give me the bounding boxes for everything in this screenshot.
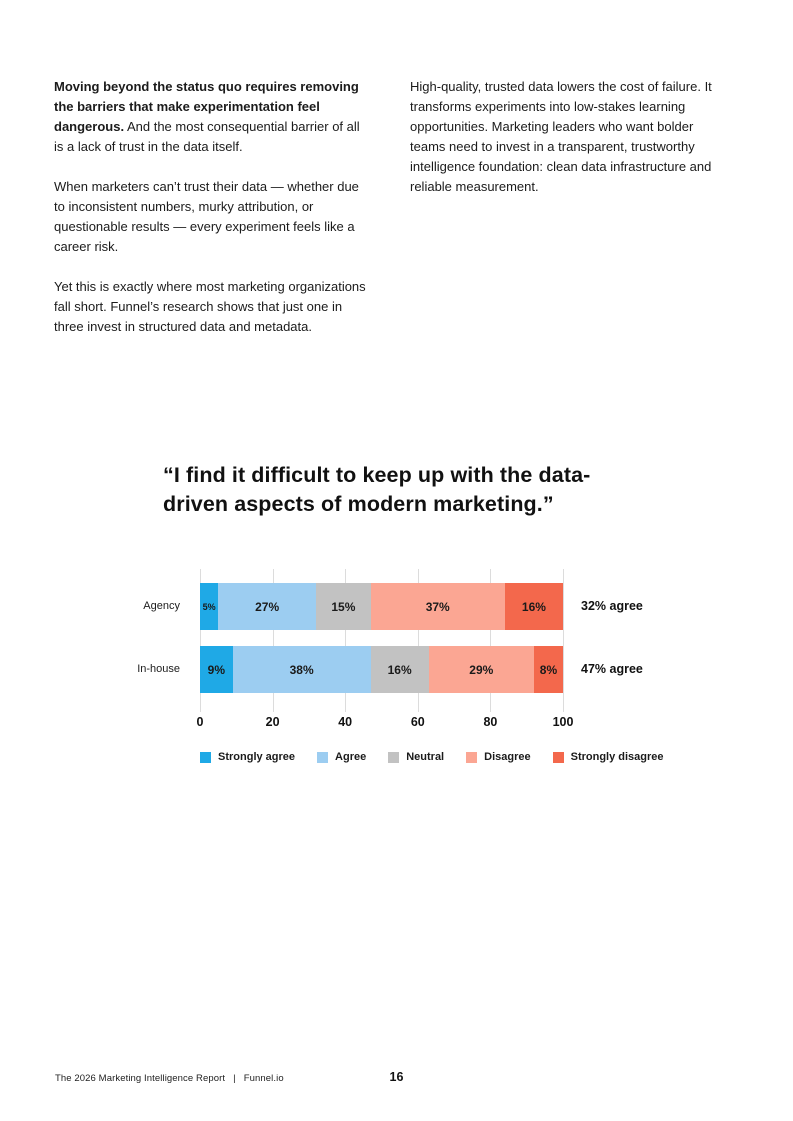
- footer-brand: Funnel.io: [243, 1073, 284, 1084]
- x-axis-tick-label: 40: [338, 715, 353, 729]
- gridline: [345, 569, 347, 712]
- chart-legend: Strongly agree Agree Neutral Disagree Strong…: [200, 751, 664, 763]
- quote-line-1: “I find it difficult to keep up with the…: [163, 463, 591, 487]
- legend-swatch: [388, 751, 400, 763]
- bar-segment: 38%: [232, 646, 371, 693]
- legend-item: Neutral: [388, 751, 444, 763]
- text-column-right: High-quality, trusted data lowers the co…: [410, 77, 722, 197]
- legend-label: Neutral: [406, 751, 445, 763]
- lead-rest-text: And the most consequential barrier of al…: [54, 119, 360, 154]
- bar-segment: 16%: [370, 646, 429, 693]
- footer-report-title: The 2026 Marketing Intelligence Report: [55, 1073, 226, 1084]
- legend-swatch: [317, 751, 329, 763]
- stacked-bar-chart: 0 20 40 60 80 100 Strongly agree Agree Neutral D…: [137, 569, 664, 763]
- bar-segment: 9%: [200, 646, 233, 693]
- x-axis-tick-label: 20: [265, 715, 280, 729]
- bar-segment: 8%: [533, 646, 563, 693]
- legend-swatch: [552, 751, 564, 763]
- legend-label: Strongly agree: [218, 751, 296, 763]
- x-axis-tick-label: 60: [410, 715, 425, 729]
- gridline: [563, 569, 564, 712]
- gridline: [272, 569, 274, 712]
- footer-text: The 2026 Marketing Intelligence Report | F…: [55, 1073, 284, 1084]
- gridline: [490, 569, 492, 712]
- bar-segment: 15%: [316, 583, 371, 630]
- legend-item: Disagree: [466, 751, 531, 763]
- chart-quote-title: “I find it difficult to keep up with the…: [163, 461, 663, 519]
- legend-swatch: [200, 751, 211, 763]
- x-axis: 0 20 40 60 80 100: [196, 715, 574, 733]
- legend-item: Agree: [317, 751, 366, 763]
- category-label: In-house: [137, 663, 180, 675]
- legend-item: Strongly disagree: [552, 751, 664, 763]
- category-label: Agency: [143, 600, 180, 612]
- page-number: 16: [389, 1070, 404, 1084]
- footer-separator: |: [233, 1073, 236, 1084]
- bar-annotation: 32% agree: [581, 599, 643, 613]
- paragraph-lead: Moving beyond the status quo requires re…: [54, 77, 368, 157]
- legend-label: Disagree: [484, 751, 531, 763]
- legend-label: Agree: [335, 751, 367, 763]
- legend-swatch: [466, 751, 478, 763]
- legend-label: Strongly disagree: [570, 751, 664, 763]
- text-column-left: Moving beyond the status quo requires re…: [54, 77, 368, 337]
- gridline: [200, 569, 201, 712]
- bar-segment: 5%: [200, 583, 219, 630]
- legend-item: Strongly agree: [200, 751, 295, 763]
- bar-segment: 27%: [218, 583, 317, 630]
- bar-segment: 37%: [370, 583, 505, 630]
- bar-row-in-house: In-house 9% 38% 16% 29% 8% 47% agree: [137, 646, 643, 693]
- bar-row-agency: Agency 5% 27% 15% 37% 16% 32% agree: [143, 583, 643, 630]
- x-axis-tick-label: 0: [196, 715, 204, 729]
- lead-bold-text: Moving beyond the status quo requires re…: [54, 79, 359, 134]
- paragraph: Yet this is exactly where most marketing…: [54, 279, 366, 334]
- bar-segment: 29%: [428, 646, 534, 693]
- quote-line-2: driven aspects of modern marketing.”: [163, 492, 554, 516]
- gridline: [417, 569, 419, 712]
- paragraph: When marketers can’t trust their data — …: [54, 179, 359, 254]
- bar-segment: 16%: [504, 583, 563, 630]
- bar-annotation: 47% agree: [581, 662, 643, 676]
- x-axis-tick-label: 80: [483, 715, 498, 729]
- paragraph: High-quality, trusted data lowers the co…: [410, 79, 712, 194]
- x-axis-tick-label: 100: [552, 715, 574, 729]
